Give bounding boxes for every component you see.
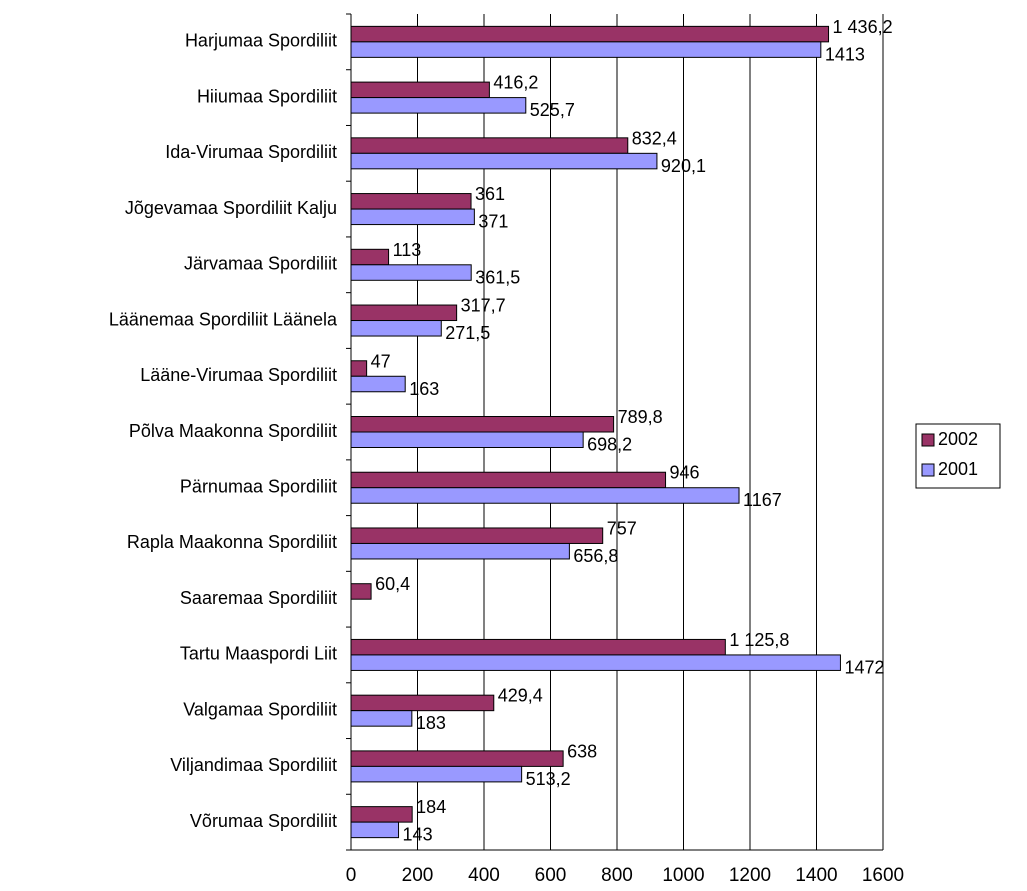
y-tick-label: Põlva Maakonna Spordiliit	[129, 421, 337, 441]
bar	[350, 360, 368, 377]
data-label: 920,1	[661, 156, 706, 176]
data-label: 656,8	[573, 546, 618, 566]
x-tick-label: 0	[346, 865, 357, 886]
data-label: 60,4	[375, 574, 410, 594]
data-label: 1 436,2	[833, 17, 893, 37]
legend-swatch	[921, 463, 935, 477]
y-tick-label: Harjumaa Spordiliit	[185, 31, 337, 51]
bar	[350, 97, 527, 114]
x-tick-label: 1000	[662, 865, 704, 886]
data-label: 789,8	[618, 407, 663, 427]
bar	[350, 431, 584, 448]
x-tick-label: 400	[468, 865, 500, 886]
y-tick-label: Valgamaa Spordiliit	[183, 699, 337, 719]
data-label: 183	[416, 713, 446, 733]
y-tick-label: Viljandimaa Spordiliit	[170, 755, 337, 775]
x-tick-label: 800	[601, 865, 633, 886]
bar	[350, 750, 564, 767]
y-tick-label: Rapla Maakonna Spordiliit	[127, 532, 337, 552]
x-tick-label: 1600	[862, 865, 904, 886]
bar	[350, 248, 390, 266]
bar	[350, 41, 822, 58]
data-label: 513,2	[526, 769, 571, 789]
data-label: 698,2	[587, 435, 632, 455]
bar	[350, 152, 658, 170]
x-tick-label: 1400	[795, 865, 837, 886]
y-tick-label: Ida-Virumaa Spordiliit	[165, 142, 337, 162]
data-label: 757	[607, 518, 637, 538]
bar	[350, 765, 523, 783]
data-label: 271,5	[445, 323, 490, 343]
data-label: 361,5	[475, 267, 520, 287]
bar	[350, 81, 490, 99]
bar	[350, 304, 458, 322]
y-tick-label: Hiiumaa Spordiliit	[197, 86, 337, 106]
data-label: 47	[371, 351, 391, 371]
y-tick-label: Võrumaa Spordiliit	[190, 811, 337, 831]
bar	[350, 375, 406, 393]
data-label: 429,4	[498, 686, 543, 706]
data-label: 163	[409, 379, 439, 399]
data-label: 361	[475, 184, 505, 204]
bar	[350, 583, 372, 600]
data-label: 1472	[844, 657, 884, 677]
bar	[350, 694, 495, 712]
bar	[350, 25, 830, 43]
bar	[350, 654, 841, 671]
x-tick-label: 600	[535, 865, 567, 886]
legend-label: 2002	[938, 429, 978, 449]
bar	[350, 193, 472, 210]
data-label: 1413	[825, 44, 865, 64]
bar	[350, 320, 442, 337]
y-tick-label: Saaremaa Spordiliit	[180, 588, 337, 608]
bar	[350, 542, 570, 560]
data-label: 638	[567, 741, 597, 761]
y-tick-label: Lääne-Virumaa Spordiliit	[140, 365, 337, 385]
bar	[350, 137, 629, 154]
bar	[350, 264, 472, 281]
data-label: 371	[478, 212, 508, 232]
legend-swatch	[921, 433, 935, 447]
data-label: 416,2	[493, 73, 538, 93]
data-label: 317,7	[461, 296, 506, 316]
bar	[350, 821, 400, 839]
data-label: 184	[416, 797, 446, 817]
bar	[350, 471, 667, 489]
y-tick-label: Pärnumaa Spordiliit	[180, 476, 337, 496]
legend-label: 2001	[938, 459, 978, 479]
x-tick-label: 1200	[729, 865, 771, 886]
bar	[350, 208, 475, 226]
bar	[350, 710, 413, 727]
bar	[350, 416, 615, 433]
bar	[350, 487, 740, 504]
y-tick-label: Jõgevamaa Spordiliit Kalju	[125, 198, 337, 218]
y-tick-label: Läänemaa Spordiliit Läänela	[109, 309, 338, 329]
data-label: 1 125,8	[729, 630, 789, 650]
data-label: 946	[670, 463, 700, 483]
x-tick-label: 200	[402, 865, 434, 886]
bar	[350, 638, 726, 656]
data-label: 113	[393, 240, 422, 260]
bar	[350, 527, 604, 544]
y-tick-label: Tartu Maaspordi Liit	[180, 644, 337, 664]
data-label: 525,7	[530, 100, 575, 120]
bar	[350, 806, 413, 823]
data-label: 1167	[743, 490, 782, 510]
y-tick-label: Järvamaa Spordiliit	[184, 254, 337, 274]
data-label: 143	[403, 825, 433, 845]
data-label: 832,4	[632, 128, 677, 148]
